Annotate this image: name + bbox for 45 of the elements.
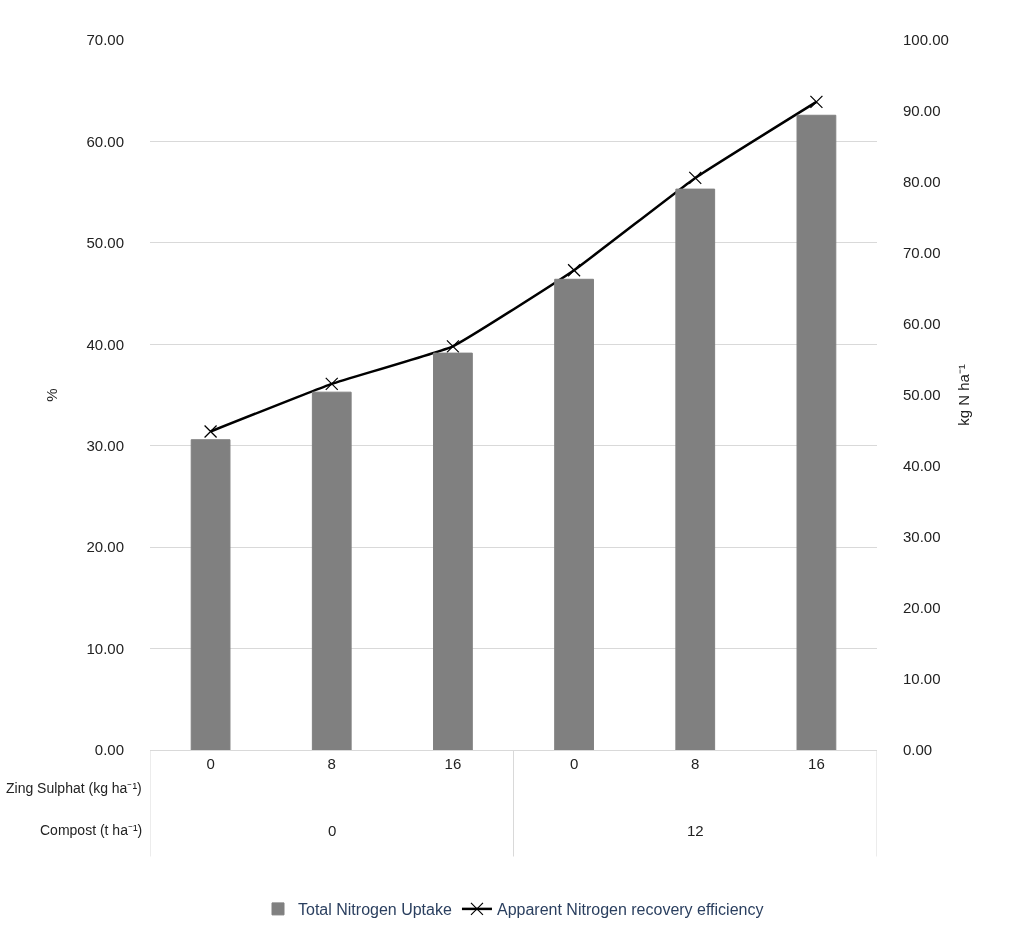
x-tick-label: 0 xyxy=(569,755,579,772)
y-tick-label: 60.00 xyxy=(86,132,124,150)
x-tick-label: 16 xyxy=(808,755,825,772)
x-tick-label: 8 xyxy=(691,755,700,772)
point xyxy=(203,424,218,439)
text: Zing Sulphat (kg ha⁻¹) xyxy=(6,780,142,796)
y-tick-label: 10.00 xyxy=(86,639,124,657)
point xyxy=(325,377,339,391)
bar xyxy=(190,439,231,750)
y2-tick-label: 40.00 xyxy=(903,457,941,475)
bar xyxy=(311,391,352,750)
point xyxy=(446,339,460,353)
y2-tick-label: 70.00 xyxy=(903,244,941,262)
y-tick-label: 20.00 xyxy=(86,538,124,556)
bar xyxy=(675,188,716,750)
bar xyxy=(433,352,473,750)
bar xyxy=(796,114,837,750)
y2-tick-label: 30.00 xyxy=(903,528,941,546)
x-tick-label: 0 xyxy=(206,755,215,772)
y-tick-label: 40.00 xyxy=(86,335,124,353)
y2-tick-label: 100.00 xyxy=(903,31,949,49)
y-tick-label: 30.00 xyxy=(86,436,124,454)
y2-tick-label: 10.00 xyxy=(903,670,941,688)
y-axis-title: % xyxy=(42,388,60,402)
bar xyxy=(554,278,594,750)
y2-tick-label: 50.00 xyxy=(903,386,941,404)
point xyxy=(567,263,581,277)
text: 0 xyxy=(328,822,337,839)
y2-axis-title: kg N ha⁻¹ xyxy=(954,364,972,426)
point xyxy=(688,171,702,185)
y-tick-label: 50.00 xyxy=(86,234,124,252)
x-tick-label: 16 xyxy=(444,755,462,772)
y2-tick-label: 60.00 xyxy=(903,315,941,333)
legend-label: Total Nitrogen Uptake xyxy=(298,901,452,919)
text: Compost (t ha⁻¹) xyxy=(40,822,143,838)
y2-tick-label: 20.00 xyxy=(903,599,941,617)
x-tick-label: 8 xyxy=(327,755,336,772)
y-tick-label: 70.00 xyxy=(86,31,124,49)
y2-tick-label: 80.00 xyxy=(903,173,941,191)
legend-label: Apparent Nitrogen recovery efficiency xyxy=(496,901,764,919)
y-tick-label: 0.00 xyxy=(94,741,124,759)
point xyxy=(809,95,824,109)
y2-tick-label: 90.00 xyxy=(903,102,941,120)
text: 12 xyxy=(687,822,704,839)
y2-tick-label: 0.00 xyxy=(903,741,933,759)
